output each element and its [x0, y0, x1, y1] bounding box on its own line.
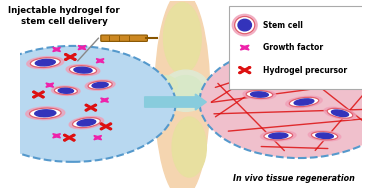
Ellipse shape — [326, 67, 344, 74]
Circle shape — [65, 59, 67, 60]
Ellipse shape — [69, 66, 97, 74]
Circle shape — [42, 96, 44, 98]
Ellipse shape — [294, 99, 314, 105]
Text: Stem cell: Stem cell — [262, 21, 302, 30]
Ellipse shape — [52, 86, 80, 95]
Ellipse shape — [26, 107, 65, 120]
Ellipse shape — [170, 76, 201, 98]
Ellipse shape — [292, 48, 313, 54]
Ellipse shape — [261, 131, 296, 141]
Circle shape — [73, 140, 75, 141]
Polygon shape — [240, 45, 249, 50]
Ellipse shape — [30, 58, 60, 67]
Ellipse shape — [85, 80, 115, 90]
Ellipse shape — [286, 96, 322, 108]
Text: Injectable hydrogel for
stem cell delivery: Injectable hydrogel for stem cell delive… — [8, 6, 120, 26]
Ellipse shape — [243, 90, 276, 99]
Polygon shape — [101, 98, 109, 102]
Circle shape — [74, 59, 76, 60]
Circle shape — [74, 54, 76, 55]
Circle shape — [85, 105, 87, 106]
Ellipse shape — [283, 46, 321, 57]
Ellipse shape — [54, 87, 77, 94]
Ellipse shape — [155, 0, 210, 189]
Circle shape — [33, 96, 35, 98]
Ellipse shape — [58, 88, 73, 93]
Ellipse shape — [316, 133, 333, 139]
Text: In vivo tissue regeneration: In vivo tissue regeneration — [233, 174, 355, 183]
Circle shape — [248, 72, 251, 73]
Circle shape — [65, 54, 67, 55]
Circle shape — [73, 135, 75, 136]
Ellipse shape — [153, 76, 177, 94]
Text: Hydrogel precursor: Hydrogel precursor — [262, 66, 347, 75]
Ellipse shape — [88, 81, 112, 89]
Ellipse shape — [251, 92, 268, 97]
Ellipse shape — [308, 131, 341, 141]
Circle shape — [109, 123, 112, 124]
Ellipse shape — [245, 52, 274, 62]
Ellipse shape — [238, 19, 251, 31]
Circle shape — [63, 135, 66, 136]
Circle shape — [63, 140, 66, 141]
FancyArrow shape — [145, 94, 206, 110]
Ellipse shape — [241, 51, 277, 63]
Ellipse shape — [66, 65, 100, 76]
Polygon shape — [96, 59, 104, 63]
Ellipse shape — [289, 97, 319, 107]
Ellipse shape — [311, 132, 338, 140]
Ellipse shape — [92, 82, 108, 88]
Ellipse shape — [327, 108, 353, 118]
Ellipse shape — [69, 116, 103, 129]
Ellipse shape — [27, 57, 64, 69]
Circle shape — [109, 128, 112, 129]
Text: Growth factor: Growth factor — [262, 43, 323, 52]
Circle shape — [94, 110, 97, 111]
FancyBboxPatch shape — [101, 35, 148, 41]
Ellipse shape — [324, 107, 356, 119]
Circle shape — [42, 91, 44, 93]
Circle shape — [33, 91, 35, 93]
FancyBboxPatch shape — [229, 6, 364, 89]
Ellipse shape — [269, 133, 288, 139]
Ellipse shape — [250, 54, 269, 60]
Ellipse shape — [200, 46, 367, 158]
Polygon shape — [94, 136, 102, 140]
Circle shape — [100, 128, 102, 129]
Circle shape — [94, 105, 97, 106]
Ellipse shape — [73, 118, 100, 128]
Ellipse shape — [232, 14, 257, 36]
Ellipse shape — [162, 70, 210, 111]
Ellipse shape — [287, 47, 318, 56]
Ellipse shape — [264, 132, 292, 140]
Circle shape — [248, 67, 251, 68]
Ellipse shape — [35, 59, 55, 66]
Ellipse shape — [74, 67, 92, 73]
Ellipse shape — [322, 65, 348, 75]
Ellipse shape — [246, 91, 273, 98]
Ellipse shape — [77, 119, 96, 126]
Polygon shape — [53, 134, 61, 138]
Polygon shape — [46, 83, 54, 87]
Polygon shape — [78, 46, 86, 50]
Ellipse shape — [164, 3, 201, 74]
Polygon shape — [53, 47, 61, 52]
Circle shape — [239, 67, 241, 68]
Ellipse shape — [319, 64, 351, 77]
Ellipse shape — [331, 110, 349, 117]
Circle shape — [85, 110, 87, 111]
Ellipse shape — [172, 117, 206, 177]
Ellipse shape — [0, 46, 175, 162]
Ellipse shape — [29, 108, 61, 119]
Ellipse shape — [235, 16, 255, 34]
Ellipse shape — [35, 110, 56, 117]
Circle shape — [100, 123, 102, 124]
Circle shape — [239, 72, 241, 73]
